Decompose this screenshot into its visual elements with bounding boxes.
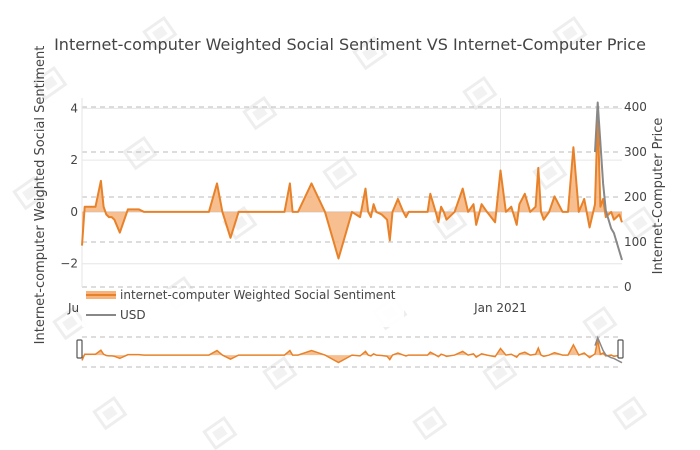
legend-background xyxy=(82,289,404,327)
chart-title: Internet-computer Weighted Social Sentim… xyxy=(54,35,646,54)
left-tick-label-3: −2 xyxy=(60,257,78,271)
left-axis-ticks: 4 2 0 −2 xyxy=(60,101,78,270)
right-tick-label-1: 300 xyxy=(624,145,647,159)
left-tick-label-0: 4 xyxy=(70,101,78,115)
left-axis-title: Internet-computer Weighted Social Sentim… xyxy=(33,46,48,345)
sentiment-line xyxy=(81,115,623,260)
navigator-right-handle[interactable] xyxy=(617,339,624,359)
right-tick-label-3: 100 xyxy=(624,235,647,249)
x-tick-label-1: Jan 2021 xyxy=(473,301,527,315)
navigator-sentiment-area xyxy=(82,339,622,363)
series-layer xyxy=(81,101,623,261)
right-tick-label-2: 200 xyxy=(624,190,647,204)
navigator-usd-line xyxy=(594,335,623,364)
legend-label-sentiment: internet-computer Weighted Social Sentim… xyxy=(120,288,396,302)
x-tick-label-0: Ju xyxy=(67,301,79,315)
sentiment-fill-layer xyxy=(82,116,622,259)
left-tick-label-1: 2 xyxy=(70,153,78,167)
right-tick-label-0: 400 xyxy=(624,100,647,114)
left-tick-label-2: 0 xyxy=(70,205,78,219)
range-navigator[interactable] xyxy=(76,335,624,368)
right-tick-label-4: 0 xyxy=(624,280,632,294)
navigator-series xyxy=(81,335,623,364)
usd-price-line xyxy=(594,101,623,261)
gridlines xyxy=(81,98,622,288)
right-axis-title: Internet-Computer Price xyxy=(651,118,666,275)
sentiment-area xyxy=(82,116,622,259)
navigator-sentiment-line xyxy=(81,339,623,364)
legend[interactable]: internet-computer Weighted Social Sentim… xyxy=(82,288,404,327)
navigator-left-handle[interactable] xyxy=(76,339,83,359)
x-axis-ticks: Ju Jan 2021 xyxy=(67,301,527,315)
legend-label-usd: USD xyxy=(120,308,146,322)
legend-item-sentiment[interactable]: internet-computer Weighted Social Sentim… xyxy=(86,288,396,302)
right-axis-ticks: 400 300 200 100 0 xyxy=(624,100,647,294)
legend-item-usd[interactable]: USD xyxy=(86,308,146,322)
